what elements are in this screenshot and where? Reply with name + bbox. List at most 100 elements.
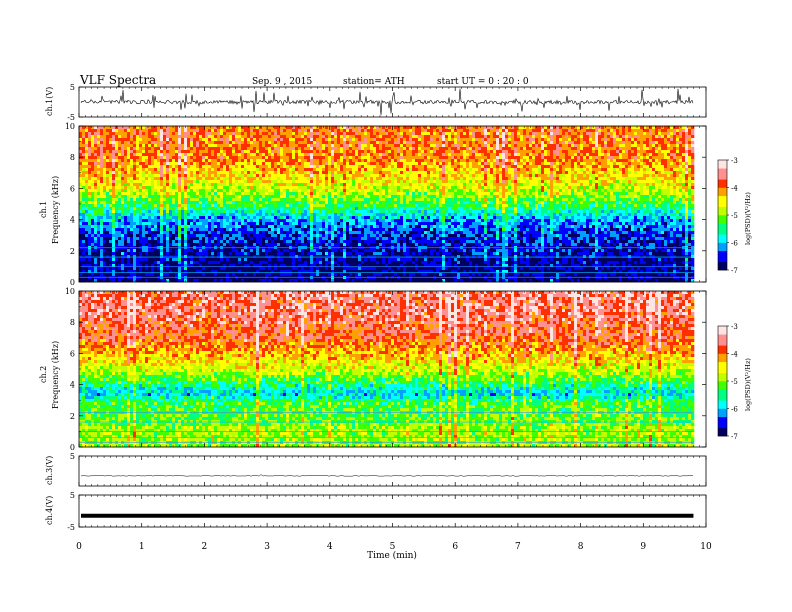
spectrogram-cell — [148, 222, 152, 226]
spectrogram-cell — [331, 222, 335, 226]
spectrogram-cell — [166, 201, 170, 205]
spectrogram-cell — [322, 234, 326, 238]
spectrogram-cell — [247, 168, 251, 172]
spectrogram-cell — [265, 231, 269, 235]
spectrogram-cell — [169, 129, 173, 133]
spectrogram-cell — [220, 210, 224, 214]
spectrogram-cell — [232, 270, 236, 274]
spectrogram-cell — [301, 213, 305, 217]
spectrogram-cell — [175, 279, 179, 283]
spectrogram-cell — [328, 147, 332, 151]
spectrogram-cell — [118, 228, 122, 232]
spectrogram-cell — [196, 231, 200, 235]
spectrogram-cell — [103, 147, 107, 151]
spectrogram-cell — [163, 183, 167, 187]
spectrogram-cell — [115, 150, 119, 154]
spectrogram-cell — [97, 273, 101, 277]
spectrogram-cell — [115, 240, 119, 244]
spectrogram-cell — [280, 171, 284, 175]
spectrogram-cell — [259, 207, 263, 211]
spectrogram-cell — [166, 228, 170, 232]
spectrogram-cell — [160, 234, 164, 238]
spectrogram-cell — [193, 228, 197, 232]
spectrogram-cell — [202, 165, 206, 169]
spectrogram-cell — [112, 252, 116, 256]
spectrogram-cell — [193, 219, 197, 223]
spectrogram-cell — [232, 183, 236, 187]
spectrogram-cell — [121, 162, 125, 166]
spectrogram-cell — [94, 126, 98, 130]
spectrogram-cell — [256, 177, 260, 181]
spectrogram-cell — [304, 249, 308, 253]
spectrogram-cell — [328, 222, 332, 226]
spectrogram-cell — [199, 129, 203, 133]
spectrogram-cell — [160, 216, 164, 220]
spectrogram-cell — [133, 237, 137, 241]
spectrogram-cell — [268, 189, 272, 193]
spectrogram-cell — [178, 243, 182, 247]
spectrogram-cell — [211, 144, 215, 148]
spectrogram-cell — [349, 126, 353, 130]
spectrogram-cell — [229, 189, 233, 193]
spectrogram-cell — [301, 165, 305, 169]
spectrogram-cell — [106, 186, 110, 190]
spectrogram-cell — [322, 222, 326, 226]
spectrogram-cell — [232, 171, 236, 175]
spectrogram-cell — [88, 252, 92, 256]
spectrogram-cell — [85, 174, 89, 178]
spectrogram-cell — [295, 267, 299, 271]
spectrogram-cell — [202, 240, 206, 244]
spectrogram-cell — [145, 135, 149, 139]
spectrogram-cell — [223, 186, 227, 190]
spectrogram-cell — [256, 129, 260, 133]
spectrogram-cell — [241, 270, 245, 274]
spectrogram-cell — [112, 171, 116, 175]
spectrogram-cell — [172, 159, 176, 163]
spectrogram-cell — [304, 240, 308, 244]
spectrogram-cell — [202, 141, 206, 145]
spectrogram-cell — [121, 159, 125, 163]
spectrogram-cell — [262, 225, 266, 229]
spectrogram-cell — [325, 177, 329, 181]
spectrogram-cell — [94, 279, 98, 283]
spectrogram-cell — [115, 180, 119, 184]
spectrogram-cell — [193, 273, 197, 277]
spectrogram-cell — [94, 177, 98, 181]
spectrogram-cell — [163, 180, 167, 184]
spectrogram-cell — [322, 237, 326, 241]
spectrogram-cell — [259, 186, 263, 190]
spectrogram-cell — [232, 168, 236, 172]
spectrogram-cell — [301, 141, 305, 145]
spectrogram-cell — [292, 168, 296, 172]
spectrogram-cell — [310, 156, 314, 160]
spectrogram-cell — [247, 186, 251, 190]
spectrogram-cell — [229, 279, 233, 283]
spectrogram-cell — [172, 204, 176, 208]
spectrogram-cell — [220, 279, 224, 283]
spectrogram-cell — [337, 153, 341, 157]
spectrogram-cell — [286, 234, 290, 238]
spectrogram-cell — [256, 210, 260, 214]
spectrogram-cell — [178, 162, 182, 166]
spectrogram-cell — [142, 192, 146, 196]
spectrogram-cell — [199, 198, 203, 202]
spectrogram-cell — [157, 138, 161, 142]
spectrogram-cell — [301, 162, 305, 166]
spectrogram-cell — [184, 198, 188, 202]
spectrogram-cell — [211, 222, 215, 226]
spectrogram-cell — [166, 198, 170, 202]
spectrogram-cell — [124, 222, 128, 226]
spectrogram-cell — [178, 177, 182, 181]
spectrogram-cell — [136, 225, 140, 229]
spectrogram-cell — [79, 189, 83, 193]
spectrogram-cell — [112, 267, 116, 271]
spectrogram-cell — [310, 183, 314, 187]
spectrogram-cell — [112, 126, 116, 130]
spectrogram-cell — [349, 162, 353, 166]
spectrogram-cell — [322, 150, 326, 154]
spectrogram-cell — [166, 189, 170, 193]
spectrogram-cell — [160, 225, 164, 229]
spectrogram-cell — [319, 207, 323, 211]
spectrogram-cell — [274, 135, 278, 139]
spectrogram-cell — [148, 168, 152, 172]
